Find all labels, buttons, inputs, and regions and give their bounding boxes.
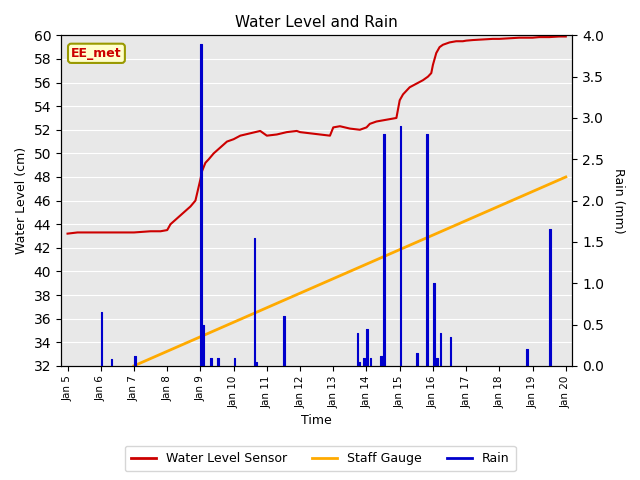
Title: Water Level and Rain: Water Level and Rain [236, 15, 398, 30]
Text: EE_met: EE_met [71, 47, 122, 60]
Y-axis label: Water Level (cm): Water Level (cm) [15, 147, 28, 254]
X-axis label: Time: Time [301, 414, 332, 427]
Y-axis label: Rain (mm): Rain (mm) [612, 168, 625, 233]
Legend: Water Level Sensor, Staff Gauge, Rain: Water Level Sensor, Staff Gauge, Rain [125, 446, 515, 471]
